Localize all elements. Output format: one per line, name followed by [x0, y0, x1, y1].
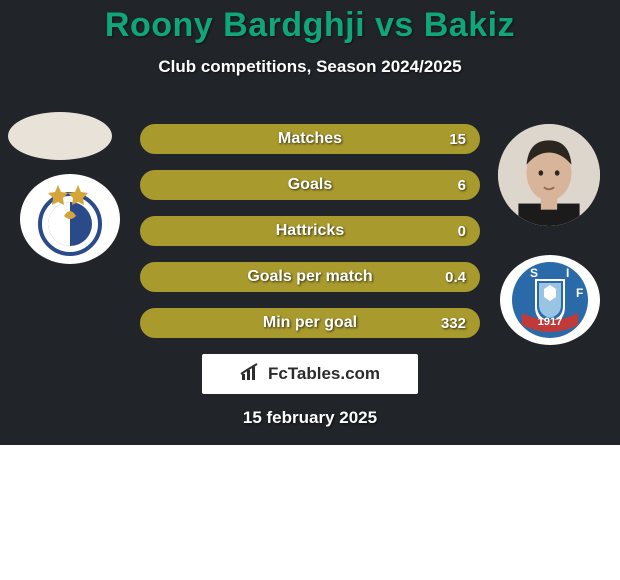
stat-value: 15: [449, 131, 466, 148]
brand-text: FcTables.com: [268, 364, 380, 384]
comparison-card: Roony Bardghji vs Bakiz Club competition…: [0, 0, 620, 445]
stat-value: 0: [458, 223, 466, 240]
stat-value: 0.4: [445, 269, 466, 286]
player2-club-crest: 1917 S I F: [500, 255, 600, 345]
stat-label: Hattricks: [276, 222, 344, 240]
player1-avatar: [8, 112, 112, 160]
stat-value: 6: [458, 177, 466, 194]
stat-row-goals: Goals 6: [140, 170, 480, 200]
stat-label: Goals: [288, 176, 332, 194]
player2-avatar: [498, 124, 600, 226]
bar-chart-icon: [240, 362, 262, 387]
player1-club-crest: [20, 174, 120, 264]
subtitle: Club competitions, Season 2024/2025: [0, 57, 620, 77]
footer-date: 15 february 2025: [0, 408, 620, 428]
svg-text:I: I: [566, 266, 569, 280]
stats-list: Matches 15 Goals 6 Hattricks 0 Goals per…: [140, 124, 480, 354]
stat-label: Goals per match: [247, 268, 372, 286]
svg-text:S: S: [530, 266, 538, 280]
page-title: Roony Bardghji vs Bakiz: [0, 0, 620, 45]
below-card-whitespace: [0, 445, 620, 580]
crest-year: 1917: [538, 316, 562, 328]
stat-label: Min per goal: [263, 314, 357, 332]
brand-badge: FcTables.com: [202, 354, 418, 394]
stat-row-min-per-goal: Min per goal 332: [140, 308, 480, 338]
svg-text:F: F: [576, 286, 583, 300]
stat-value: 332: [441, 315, 466, 332]
stat-row-goals-per-match: Goals per match 0.4: [140, 262, 480, 292]
stat-row-matches: Matches 15: [140, 124, 480, 154]
stat-label: Matches: [278, 130, 342, 148]
stat-row-hattricks: Hattricks 0: [140, 216, 480, 246]
